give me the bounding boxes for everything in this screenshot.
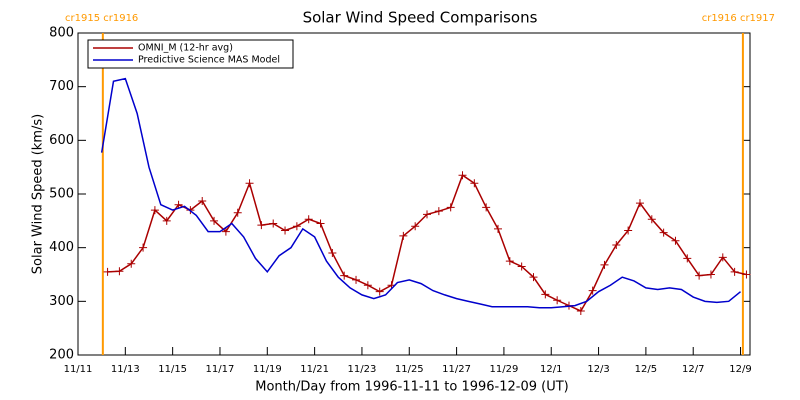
legend-label: Predictive Science MAS Model — [138, 55, 280, 66]
plus-marker — [482, 203, 491, 212]
plus-marker — [363, 281, 372, 290]
plus-marker — [245, 179, 254, 188]
plus-marker — [174, 200, 183, 209]
plus-marker — [375, 287, 384, 296]
x-tick-label: 11/21 — [300, 364, 329, 375]
plus-marker — [624, 226, 633, 235]
plus-marker — [446, 203, 455, 212]
plus-marker — [352, 275, 361, 284]
x-tick-label: 11/19 — [253, 364, 282, 375]
plus-marker — [458, 171, 467, 180]
plus-marker — [281, 226, 290, 235]
plus-marker — [328, 249, 337, 258]
plus-marker — [103, 267, 112, 276]
plus-marker — [671, 236, 680, 245]
plus-marker — [340, 271, 349, 280]
plot-frame — [77, 32, 751, 356]
plus-marker — [269, 219, 278, 228]
plus-marker — [399, 231, 408, 240]
plus-marker — [257, 221, 266, 230]
x-tick-label: 11/27 — [442, 364, 471, 375]
plus-marker — [718, 253, 727, 262]
plus-marker — [730, 267, 739, 276]
plus-marker — [292, 222, 301, 231]
plus-marker — [221, 227, 230, 236]
plus-marker — [706, 270, 715, 279]
plus-marker — [233, 208, 242, 217]
plus-marker — [612, 240, 621, 249]
plus-marker — [695, 271, 704, 280]
plus-marker — [210, 216, 219, 225]
plus-marker — [304, 215, 313, 224]
x-tick-label: 11/23 — [348, 364, 377, 375]
plus-marker — [505, 257, 514, 266]
plus-marker — [742, 270, 751, 279]
plus-marker — [316, 219, 325, 228]
x-tick-label: 11/29 — [490, 364, 519, 375]
series-line — [100, 77, 742, 309]
plus-marker — [541, 290, 550, 299]
plus-marker — [683, 254, 692, 263]
plus-marker — [529, 273, 538, 282]
plus-marker — [659, 228, 668, 237]
plus-marker — [553, 296, 562, 305]
x-tick-label: 12/3 — [587, 364, 609, 375]
plus-marker — [162, 216, 171, 225]
y-tick-label: 600 — [49, 133, 74, 148]
plus-marker — [423, 210, 432, 219]
plus-marker — [588, 286, 597, 295]
plus-marker — [517, 262, 526, 271]
plus-marker — [647, 215, 656, 224]
x-tick-label: 12/7 — [682, 364, 704, 375]
x-tick-label: 11/17 — [206, 364, 235, 375]
x-tick-label: 11/25 — [395, 364, 424, 375]
plus-marker — [635, 199, 644, 208]
plus-marker — [139, 243, 148, 252]
series-line — [107, 174, 747, 312]
x-tick-label: 11/13 — [111, 364, 140, 375]
x-axis-label: Month/Day from 1996-11-11 to 1996-12-09 … — [255, 380, 568, 395]
plus-marker — [411, 222, 420, 231]
x-tick-label: 12/9 — [729, 364, 751, 375]
plus-marker — [470, 179, 479, 188]
chart-title: Solar Wind Speed Comparisons — [303, 9, 538, 27]
plus-marker — [127, 259, 136, 268]
plus-marker — [150, 206, 159, 215]
annotation-label: cr1915 cr1916 — [65, 13, 138, 24]
legend-label: OMNI_M (12-hr avg) — [138, 43, 233, 54]
legend-box — [87, 39, 294, 69]
plus-marker — [198, 196, 207, 205]
plus-marker — [434, 207, 443, 216]
plus-marker — [494, 224, 502, 233]
y-tick-label: 200 — [49, 348, 74, 363]
plus-marker — [600, 260, 609, 269]
y-tick-label: 500 — [49, 187, 74, 202]
plus-marker — [115, 267, 124, 276]
x-tick-label: 11/15 — [158, 364, 187, 375]
plus-marker — [576, 306, 585, 315]
y-tick-label: 700 — [49, 79, 74, 94]
y-tick-label: 400 — [49, 240, 74, 255]
x-tick-label: 12/5 — [635, 364, 657, 375]
y-tick-label: 800 — [49, 26, 74, 41]
x-tick-label: 11/11 — [64, 364, 93, 375]
y-axis-label: Solar Wind Speed (km/s) — [31, 114, 46, 274]
annotation-label: cr1916 cr1917 — [702, 13, 775, 24]
y-tick-label: 300 — [49, 294, 74, 309]
x-tick-label: 12/1 — [540, 364, 562, 375]
